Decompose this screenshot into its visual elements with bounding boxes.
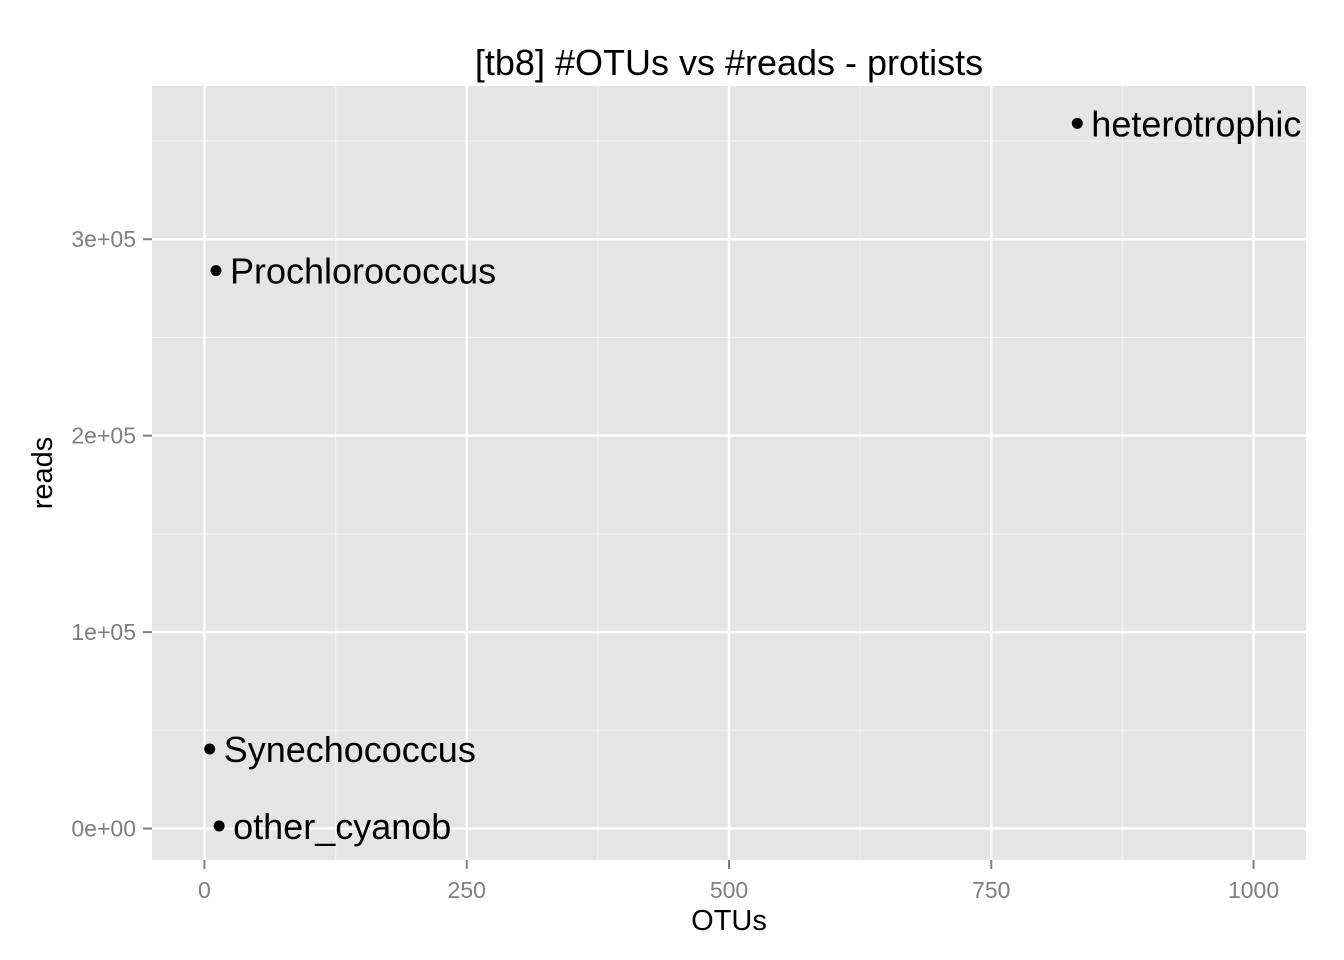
- data-point-label: Prochlorococcus: [230, 251, 496, 292]
- y-axis: 0e+00 1e+05 2e+05 3e+05: [71, 226, 152, 842]
- data-point-label: heterotrophic: [1091, 103, 1301, 144]
- data-point-label: other_cyanob: [233, 806, 451, 847]
- data-point: [213, 820, 225, 832]
- y-axis-title: reads: [27, 437, 59, 510]
- data-point-label: Synechococcus: [224, 729, 476, 770]
- x-tick-label: 1000: [1228, 877, 1279, 903]
- x-axis: 0 250 500 750 1000: [198, 860, 1279, 903]
- chart-title: [tb8] #OTUs vs #reads - protists: [475, 42, 983, 83]
- y-tick-label: 0e+00: [71, 816, 136, 842]
- data-point: [1071, 117, 1083, 129]
- x-tick-label: 750: [972, 877, 1010, 903]
- data-point: [204, 743, 216, 755]
- x-tick-label: 500: [710, 877, 748, 903]
- y-tick-label: 2e+05: [71, 423, 136, 449]
- x-axis-title: OTUs: [691, 905, 767, 937]
- x-tick-label: 250: [448, 877, 486, 903]
- x-tick-label: 0: [198, 877, 211, 903]
- data-points: heterotrophic Prochlorococcus Synechococcu…: [204, 103, 1301, 847]
- y-tick-label: 3e+05: [71, 226, 136, 252]
- data-point: [210, 265, 222, 277]
- major-grid: [152, 86, 1306, 860]
- y-tick-label: 1e+05: [71, 619, 136, 645]
